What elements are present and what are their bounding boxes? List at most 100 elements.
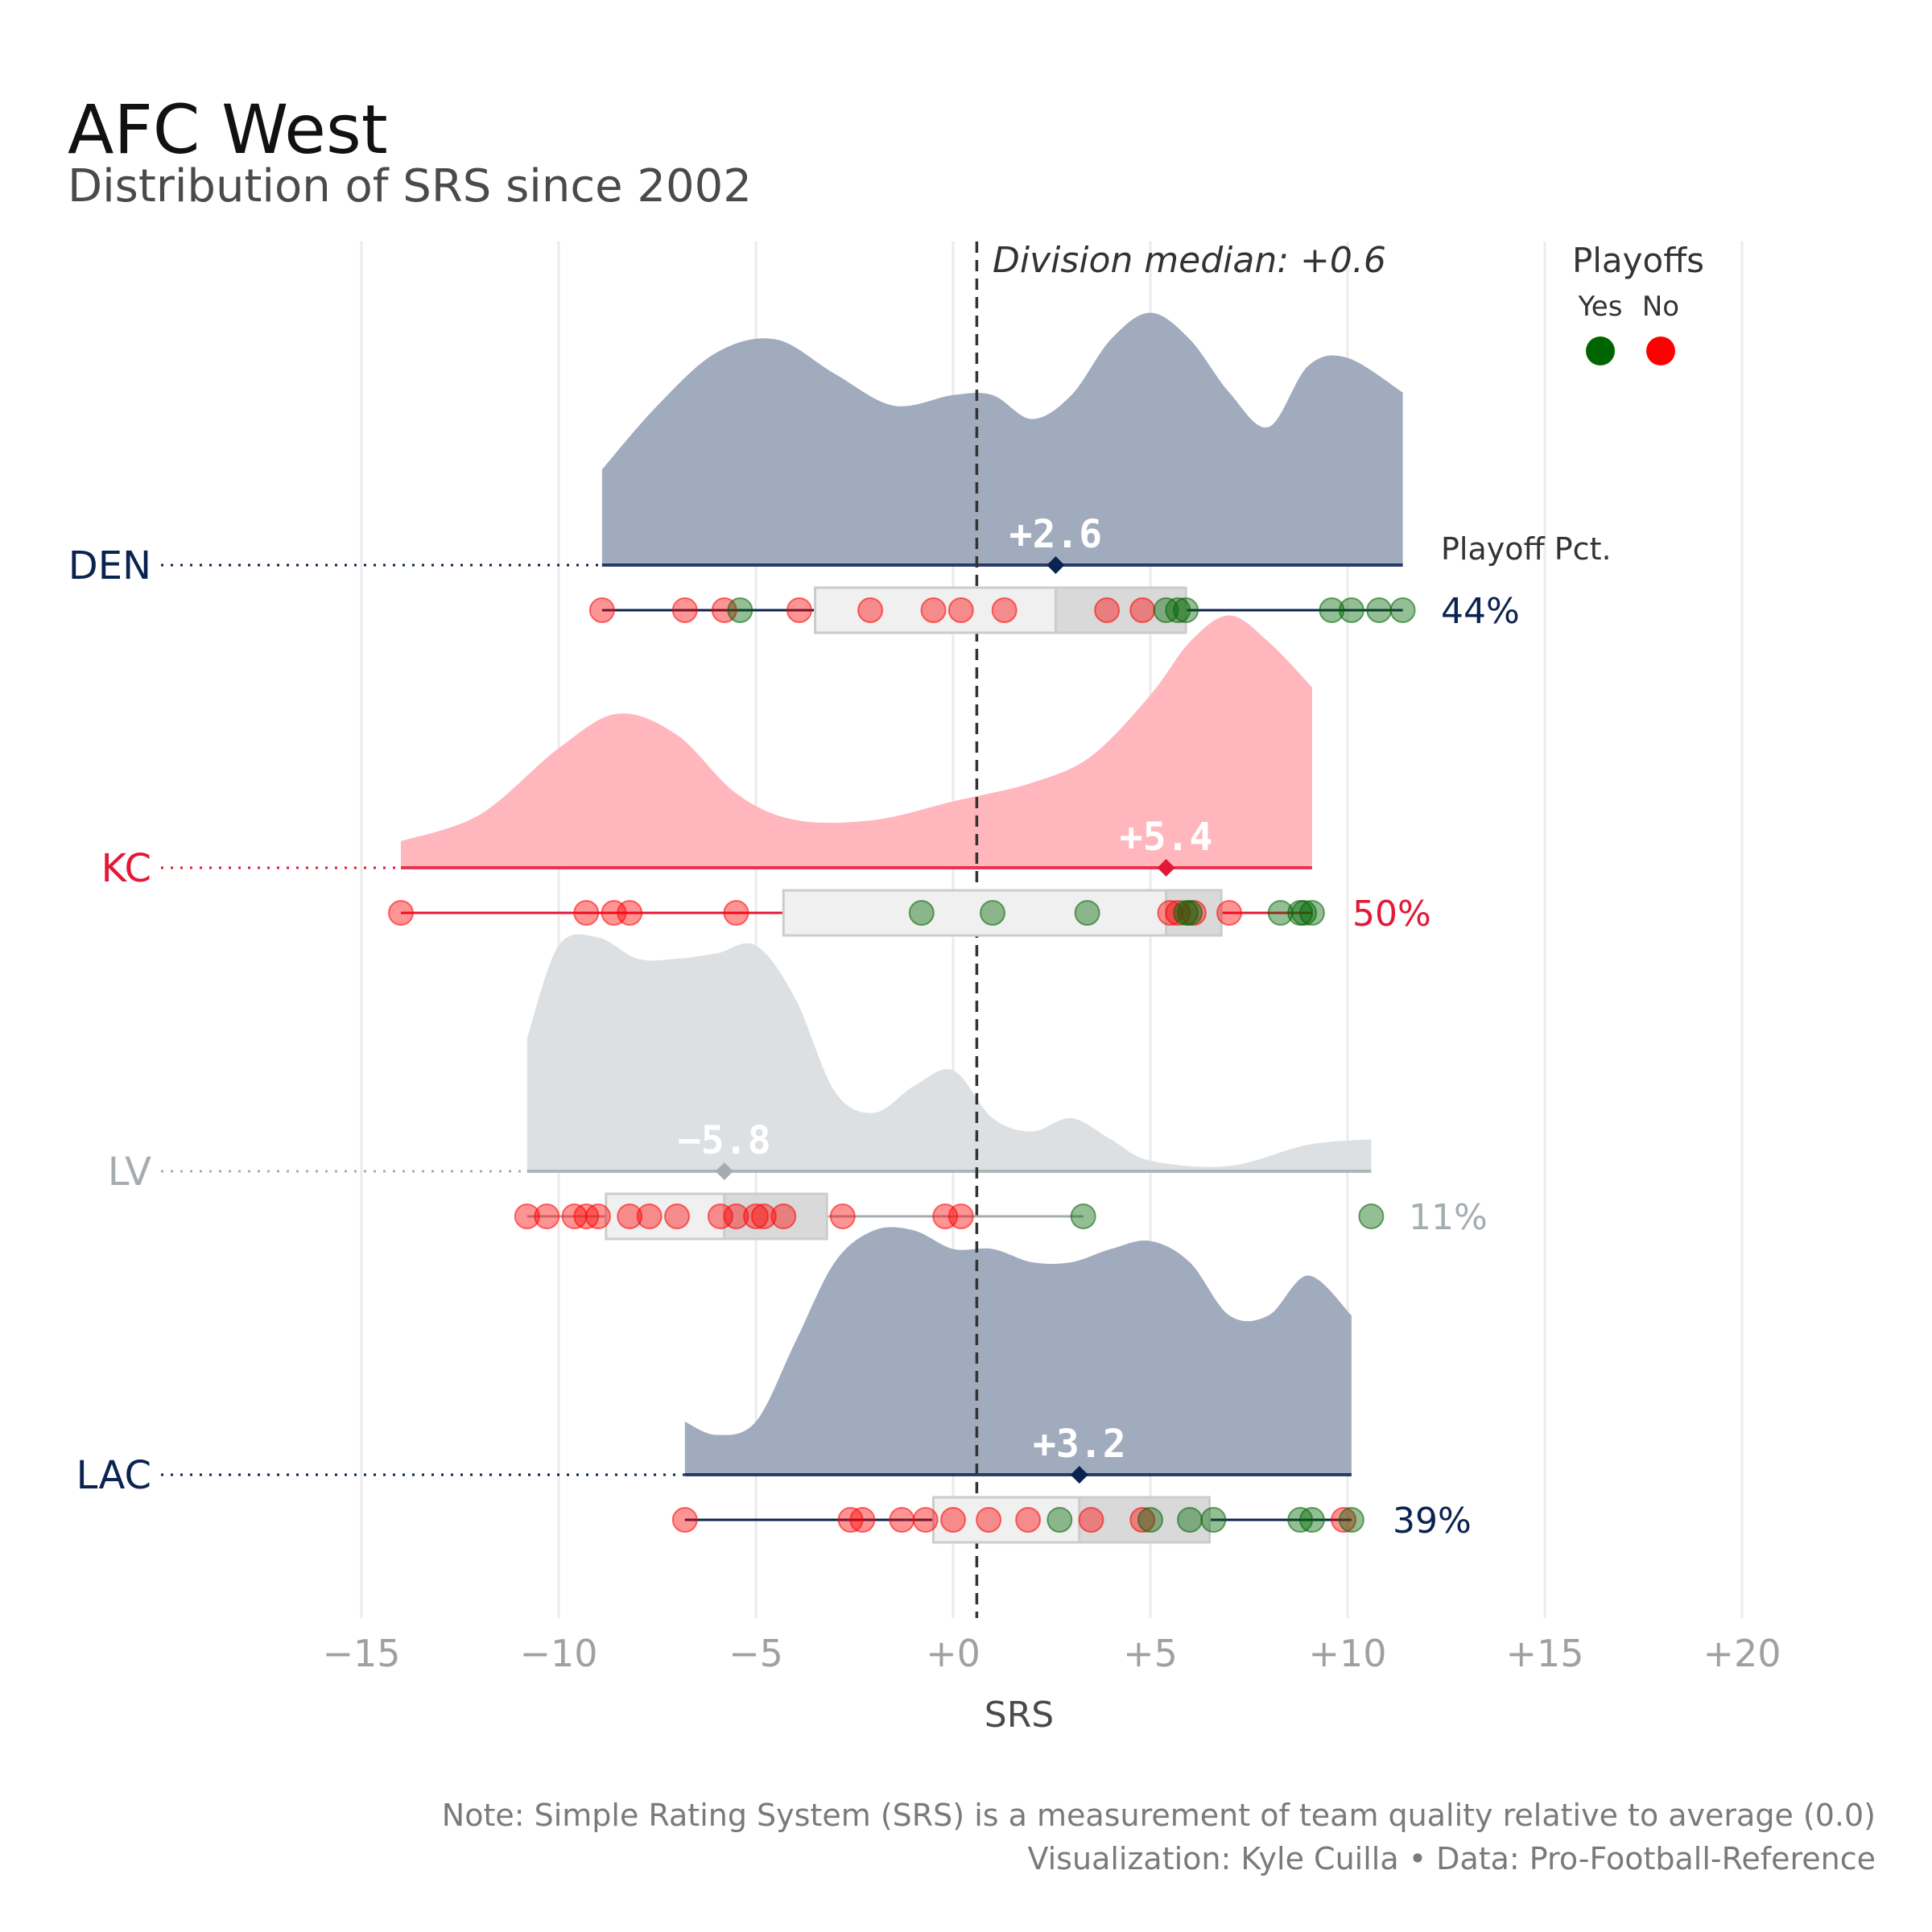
season-point-no-playoffs: [514, 1203, 540, 1229]
legend-marker-no: [1646, 336, 1675, 365]
playoff-pct-header: Playoff Pct.: [1441, 531, 1612, 567]
x-tick-label: −5: [729, 1632, 783, 1675]
x-tick-label: −15: [322, 1632, 400, 1675]
density-cloud-lv: [526, 934, 1372, 1171]
season-point-playoffs: [1177, 900, 1203, 926]
chart-title: AFC West: [68, 90, 388, 169]
x-tick-label: +0: [926, 1632, 980, 1675]
season-point-no-playoffs: [1078, 1507, 1104, 1533]
season-point-no-playoffs: [976, 1507, 1002, 1533]
note-line-1: Note: Simple Rating System (SRS) is a me…: [442, 1798, 1876, 1833]
season-point-playoffs: [1338, 597, 1364, 623]
season-point-playoffs: [1070, 1203, 1096, 1229]
season-point-no-playoffs: [1129, 1507, 1156, 1533]
season-point-no-playoffs: [857, 597, 884, 623]
x-axis-ticks: −15 −10 −5 +0 +5 +10 +15 +20: [322, 1632, 1781, 1675]
x-tick-label: +20: [1703, 1632, 1781, 1675]
playoff-pct: 11%: [1409, 1197, 1488, 1238]
season-point-no-playoffs: [671, 1507, 698, 1533]
box-upper-half: [1165, 889, 1223, 937]
season-point-playoffs: [1046, 1507, 1073, 1533]
season-point-playoffs: [1177, 1507, 1203, 1533]
legend-label-yes: Yes: [1578, 291, 1623, 323]
median-label: −5.8: [678, 1118, 771, 1163]
season-point-playoffs: [1074, 900, 1100, 926]
x-tick-label: −10: [519, 1632, 597, 1675]
season-point-no-playoffs: [829, 1203, 856, 1229]
season-point-no-playoffs: [573, 900, 600, 926]
season-point-no-playoffs: [786, 597, 812, 623]
season-point-playoffs: [1165, 597, 1191, 623]
season-point-no-playoffs: [664, 1203, 690, 1229]
playoff-pct: 39%: [1393, 1501, 1472, 1542]
season-point-no-playoffs: [636, 1203, 663, 1229]
season-point-playoffs: [1291, 900, 1318, 926]
season-point-no-playoffs: [770, 1203, 797, 1229]
median-marker: [1070, 1466, 1088, 1484]
box-lower-half: [782, 889, 1168, 937]
median-label: +3.2: [1033, 1422, 1126, 1467]
season-point-no-playoffs: [617, 1203, 643, 1229]
median-label: +5.4: [1120, 815, 1213, 860]
season-point-playoffs: [980, 900, 1005, 926]
x-tick-label: +15: [1505, 1632, 1583, 1675]
legend: Playoffs Yes No: [1572, 241, 1704, 365]
team-label: DEN: [68, 543, 151, 588]
legend-title: Playoffs: [1572, 241, 1704, 280]
season-point-playoffs: [1389, 597, 1416, 623]
season-point-no-playoffs: [1015, 1507, 1042, 1533]
season-point-no-playoffs: [723, 1203, 749, 1229]
chart-subtitle: Distribution of SRS since 2002: [68, 160, 752, 213]
season-point-no-playoffs: [617, 900, 643, 926]
season-point-playoffs: [1200, 1507, 1227, 1533]
season-point-no-playoffs: [671, 597, 698, 623]
division-median-label: Division median: +0.6: [993, 240, 1386, 281]
playoff-pct: 50%: [1352, 894, 1431, 935]
season-point-playoffs: [1137, 1507, 1163, 1533]
season-point-playoffs: [1173, 597, 1199, 623]
season-point-no-playoffs: [940, 1507, 966, 1533]
density-cloud-lac: [684, 1227, 1352, 1475]
season-point-no-playoffs: [912, 1507, 939, 1533]
season-point-playoffs: [1338, 1507, 1364, 1533]
season-point-no-playoffs: [920, 597, 947, 623]
season-point-playoffs: [908, 900, 935, 926]
season-point-playoffs: [727, 597, 753, 623]
median-marker: [1046, 556, 1065, 574]
labels: +2.6 DEN 44% +5.4 KC 50% −5.8 LV 11% +3.2 LAC 39%: [68, 512, 1520, 1542]
box-plots: [401, 586, 1403, 1544]
season-point-no-playoffs: [1331, 1507, 1357, 1533]
playoff-pct: 44%: [1441, 591, 1520, 632]
density-cloud-kc: [401, 615, 1312, 868]
season-point-playoffs: [1366, 597, 1393, 623]
season-point-no-playoffs: [588, 597, 615, 623]
season-point-playoffs: [1298, 1507, 1325, 1533]
median-marker: [1157, 859, 1175, 877]
season-point-no-playoffs: [889, 1507, 915, 1533]
season-point-no-playoffs: [1216, 900, 1242, 926]
x-axis-label: SRS: [985, 1695, 1054, 1736]
season-point-no-playoffs: [991, 597, 1018, 623]
season-point-no-playoffs: [1094, 597, 1121, 623]
box-lower-half: [932, 1496, 1081, 1544]
season-point-no-playoffs: [743, 1203, 769, 1229]
season-point-no-playoffs: [849, 1507, 876, 1533]
density-cloud-den: [601, 312, 1403, 565]
median-marker: [715, 1162, 733, 1180]
season-point-no-playoffs: [388, 900, 414, 926]
season-points: [388, 597, 1416, 1533]
density-clouds: [401, 312, 1403, 1476]
season-point-no-playoffs: [947, 1203, 974, 1229]
box-upper-half: [1054, 586, 1187, 634]
season-point-no-playoffs: [1129, 597, 1156, 623]
season-point-no-playoffs: [534, 1203, 560, 1229]
median-label: +2.6: [1009, 512, 1103, 557]
team-label: LAC: [76, 1453, 151, 1498]
legend-label-no: No: [1642, 291, 1679, 323]
season-point-playoffs: [1358, 1203, 1385, 1229]
box-upper-half: [1078, 1496, 1212, 1544]
x-tick-label: +5: [1123, 1632, 1178, 1675]
team-label: LV: [108, 1150, 151, 1195]
team-label: KC: [101, 846, 151, 891]
season-point-no-playoffs: [585, 1203, 611, 1229]
